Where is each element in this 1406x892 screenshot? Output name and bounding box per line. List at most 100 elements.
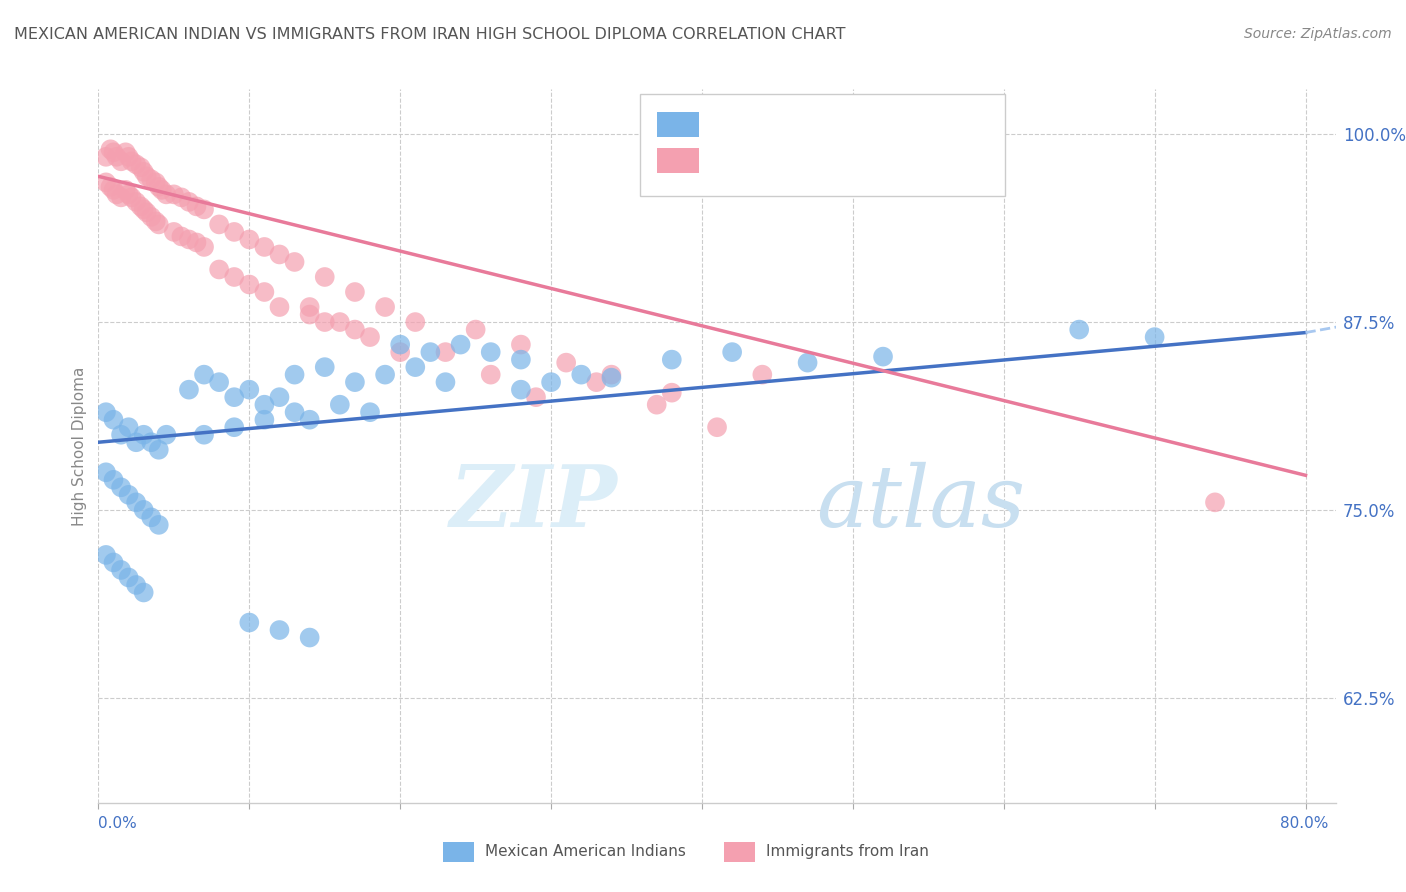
Point: [125, 157, 148, 171]
Point: [479, 345, 502, 359]
Point: [94, 175, 117, 189]
Point: [721, 345, 744, 359]
Point: [284, 255, 307, 269]
Point: [141, 210, 163, 224]
Point: [434, 375, 457, 389]
Point: [129, 161, 152, 175]
Point: [141, 172, 163, 186]
Point: [208, 218, 231, 232]
Point: [253, 240, 276, 254]
Point: [329, 398, 352, 412]
Point: [148, 517, 170, 532]
Point: [125, 435, 148, 450]
Point: [117, 150, 139, 164]
Point: [177, 383, 200, 397]
Point: [100, 179, 122, 194]
Point: [110, 190, 132, 204]
Point: [110, 480, 132, 494]
Point: [600, 370, 623, 384]
Point: [125, 495, 148, 509]
Point: [314, 270, 336, 285]
Point: [94, 465, 117, 479]
Point: [1204, 495, 1226, 509]
Point: [253, 398, 276, 412]
Point: [103, 556, 125, 570]
Text: R =  0.149   N = 63: R = 0.149 N = 63: [713, 116, 920, 134]
Text: MEXICAN AMERICAN INDIAN VS IMMIGRANTS FROM IRAN HIGH SCHOOL DIPLOMA CORRELATION : MEXICAN AMERICAN INDIAN VS IMMIGRANTS FR…: [14, 27, 845, 42]
Point: [389, 337, 412, 351]
Y-axis label: High School Diploma: High School Diploma: [72, 367, 87, 525]
Point: [132, 503, 155, 517]
Point: [110, 563, 132, 577]
Point: [314, 315, 336, 329]
Point: [269, 247, 291, 261]
Point: [661, 352, 683, 367]
Point: [103, 473, 125, 487]
Point: [208, 262, 231, 277]
Point: [193, 202, 215, 217]
Point: [374, 368, 396, 382]
Point: [269, 623, 291, 637]
Point: [155, 187, 177, 202]
Point: [224, 225, 246, 239]
Point: [224, 270, 246, 285]
Point: [269, 390, 291, 404]
Point: [148, 442, 170, 457]
Point: [343, 375, 366, 389]
Point: [177, 232, 200, 246]
Point: [404, 360, 426, 375]
Point: [555, 356, 578, 370]
Point: [121, 154, 143, 169]
Point: [343, 322, 366, 336]
Point: [150, 183, 173, 197]
Point: [177, 194, 200, 209]
Point: [509, 337, 531, 351]
Point: [872, 350, 894, 364]
Point: [132, 427, 155, 442]
Point: [329, 315, 352, 329]
Point: [193, 427, 215, 442]
Point: [193, 368, 215, 382]
Point: [132, 165, 155, 179]
Point: [186, 235, 208, 250]
Point: [135, 169, 157, 184]
Point: [253, 285, 276, 299]
Point: [125, 578, 148, 592]
Point: [121, 190, 143, 204]
Point: [141, 510, 163, 524]
Point: [117, 187, 139, 202]
Point: [114, 183, 136, 197]
Point: [238, 383, 260, 397]
Point: [645, 398, 668, 412]
Text: 0.0%: 0.0%: [98, 816, 138, 831]
Point: [796, 356, 818, 370]
Point: [1143, 330, 1166, 344]
Point: [135, 205, 157, 219]
Point: [343, 285, 366, 299]
Point: [170, 229, 193, 244]
Point: [450, 337, 472, 351]
Point: [540, 375, 562, 389]
Point: [186, 199, 208, 213]
Point: [509, 352, 531, 367]
Point: [314, 360, 336, 375]
Point: [145, 175, 167, 189]
Point: [148, 179, 170, 194]
Point: [94, 405, 117, 419]
Text: ZIP: ZIP: [450, 461, 619, 545]
Point: [132, 585, 155, 599]
Point: [224, 390, 246, 404]
Point: [208, 375, 231, 389]
Point: [94, 150, 117, 164]
Point: [389, 345, 412, 359]
Point: [238, 615, 260, 630]
Text: R = -0.406  N = 86: R = -0.406 N = 86: [713, 152, 908, 169]
Text: 80.0%: 80.0%: [1281, 816, 1329, 831]
Point: [1069, 322, 1091, 336]
Point: [298, 308, 321, 322]
Point: [117, 488, 139, 502]
Point: [129, 199, 152, 213]
Point: [464, 322, 486, 336]
Point: [163, 187, 186, 202]
Point: [163, 225, 186, 239]
